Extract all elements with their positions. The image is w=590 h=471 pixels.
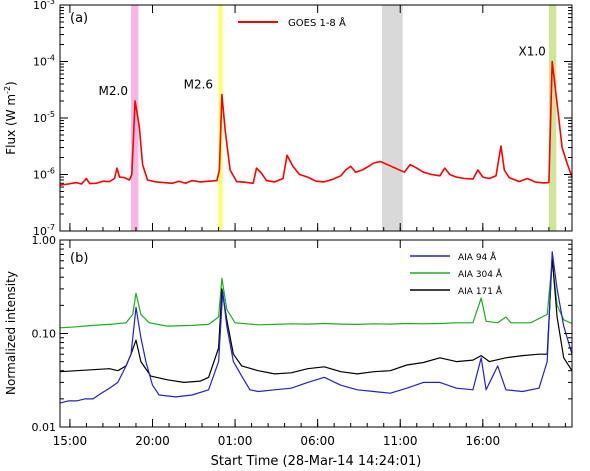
panel-a-y-axis-title: Flux (W m-2) bbox=[3, 81, 18, 154]
flare-band-3 bbox=[548, 5, 557, 231]
aia-series-line-1 bbox=[59, 260, 573, 329]
time-tick-label: 11:00 bbox=[383, 434, 418, 448]
time-tick-label: 01:00 bbox=[218, 434, 253, 448]
time-tick-label: 06:00 bbox=[300, 434, 335, 448]
panel-b-legend: AIA 94 Å AIA 304 Å AIA 171 Å bbox=[410, 251, 503, 297]
panel-a-y-tick-label: 10-3 bbox=[33, 0, 55, 12]
flare-highlight-bands bbox=[131, 5, 557, 231]
flare-class-label: X1.0 bbox=[519, 45, 546, 59]
flare-band-2 bbox=[382, 5, 403, 231]
time-axis-tick-labels: 15:00 20:00 01:00 06:00 11:00 16:00 bbox=[53, 434, 500, 448]
panel-a-y-tick-labels: 10-7 10-6 10-5 10-4 10-3 bbox=[33, 0, 55, 238]
panel-b-y-tick-label: 0.01 bbox=[32, 421, 57, 434]
panel-b-frame bbox=[59, 239, 573, 428]
aia-series-line-0 bbox=[59, 251, 573, 404]
panel-b-y-tick-labels: 0.01 0.10 1.00 bbox=[32, 234, 57, 434]
panel-a-y-tick-label: 10-5 bbox=[33, 110, 55, 125]
time-tick-label: 15:00 bbox=[53, 434, 88, 448]
legend-goes-label: GOES 1-8 Å bbox=[288, 16, 346, 29]
flare-class-label: M2.6 bbox=[184, 78, 213, 92]
panel-a-ticks bbox=[60, 4, 572, 232]
panel-a-y-tick-label: 10-6 bbox=[33, 167, 55, 182]
legend-aia94-label: AIA 94 Å bbox=[458, 251, 497, 263]
panel-b-y-tick-label: 0.10 bbox=[32, 328, 57, 341]
panel-b-y-tick-label: 1.00 bbox=[32, 234, 57, 247]
panel-a-legend: GOES 1-8 Å bbox=[238, 16, 346, 29]
time-tick-label: 16:00 bbox=[466, 434, 501, 448]
flare-class-annotations: M2.0 M2.6 X1.0 bbox=[99, 45, 546, 98]
goes-flux-line bbox=[59, 60, 573, 186]
panel-a-y-tick-label: 10-4 bbox=[33, 54, 55, 69]
panel-b-y-axis-title: Normalized intensity bbox=[4, 271, 18, 395]
panel-a-y-tick-label: 10-7 bbox=[33, 223, 55, 238]
panel-b-ticks bbox=[60, 239, 572, 428]
panel-a-label: (a) bbox=[70, 11, 88, 26]
panel-b: 0.01 0.10 1.00 15:00 20:00 01:00 06:00 11:00 16… bbox=[4, 234, 573, 469]
legend-aia304-label: AIA 304 Å bbox=[458, 268, 503, 280]
x-axis-title: Start Time (28-Mar-14 14:24:01) bbox=[211, 454, 422, 469]
flare-class-label: M2.0 bbox=[99, 84, 128, 98]
goes-flux-series bbox=[59, 60, 573, 186]
legend-aia171-label: AIA 171 Å bbox=[458, 285, 503, 297]
aia-series-line-2 bbox=[59, 256, 573, 383]
time-tick-label: 20:00 bbox=[135, 434, 170, 448]
aia-intensity-series bbox=[59, 251, 573, 404]
panel-b-label: (b) bbox=[70, 251, 88, 266]
panel-a: 10-7 10-6 10-5 10-4 10-3 (a) M2.0 M2.6 X1.0 GO… bbox=[3, 0, 573, 238]
